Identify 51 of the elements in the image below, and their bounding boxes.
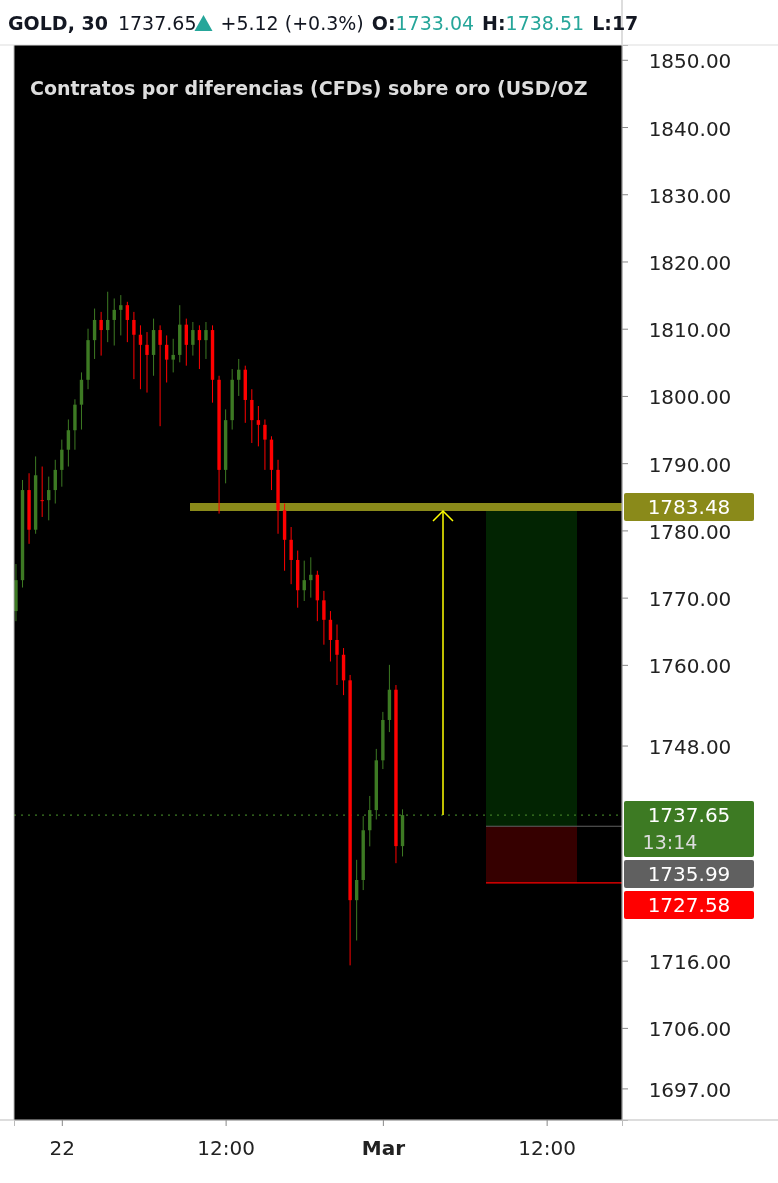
text: L:17: [592, 12, 639, 34]
candlestick: [191, 321, 195, 357]
y-tick-label: 1706.00: [648, 1017, 732, 1042]
y-tick-label: 1760.00: [648, 654, 732, 679]
candlestick: [289, 526, 293, 585]
candlestick: [263, 418, 267, 471]
candlestick: [256, 405, 261, 447]
y-tick-label: 1697.00: [648, 1077, 732, 1102]
candlestick: [322, 590, 326, 646]
text: 13:14: [642, 831, 698, 854]
candlestick: [132, 311, 136, 380]
y-tick-label: 1850.00: [648, 49, 732, 74]
y-tick-label: 1840.00: [648, 116, 732, 141]
text: 1738.51: [505, 12, 585, 34]
y-tick-label: 1810.00: [648, 318, 732, 343]
x-tick-label: 22: [49, 1136, 76, 1160]
text: 1733.04: [395, 12, 475, 34]
y-tick-label: 1748.00: [648, 735, 732, 760]
candlestick: [125, 301, 130, 343]
candlestick: [60, 439, 64, 488]
candlestick: [119, 294, 123, 336]
y-tick-label: 1830.00: [648, 183, 732, 208]
text: 1737.65: [117, 12, 197, 34]
ref-line-label: 1735.99: [647, 862, 731, 887]
text: +5.12 (+0.3%): [220, 12, 364, 34]
candlestick: [99, 311, 103, 357]
candlestick: [204, 321, 208, 360]
y-tick-label: 1770.00: [648, 587, 732, 612]
ref-line-label: 1783.48: [647, 495, 731, 519]
ref-line-label: 1727.58: [647, 893, 731, 918]
text: O:: [371, 12, 396, 34]
y-tick-label: 1790.00: [648, 452, 732, 477]
candlestick: [171, 338, 175, 373]
text: H:: [482, 12, 506, 34]
candlestick: [164, 334, 169, 383]
candlestick: [40, 466, 44, 518]
candlestick: [335, 624, 339, 686]
y-tick-label: 1800.00: [648, 385, 732, 410]
y-tick-label: 1780.00: [648, 519, 732, 544]
x-tick-label: 12:00: [518, 1136, 576, 1160]
x-tick-label: Mar: [361, 1136, 406, 1160]
candlestick: [158, 324, 162, 427]
x-tick-label: 12:00: [197, 1136, 255, 1160]
y-tick-label: 1716.00: [648, 950, 732, 975]
y-tick-label: 1820.00: [648, 250, 732, 275]
chart-title: GOLD, 30: [8, 12, 108, 34]
text: Contratos por diferencias (CFDs) sobre oro (USD/OZ: [30, 77, 588, 99]
candlestick: [145, 331, 149, 394]
ref-line-label: 1737.65: [647, 803, 731, 828]
candlestick: [66, 418, 71, 468]
candlestick: [250, 388, 254, 444]
